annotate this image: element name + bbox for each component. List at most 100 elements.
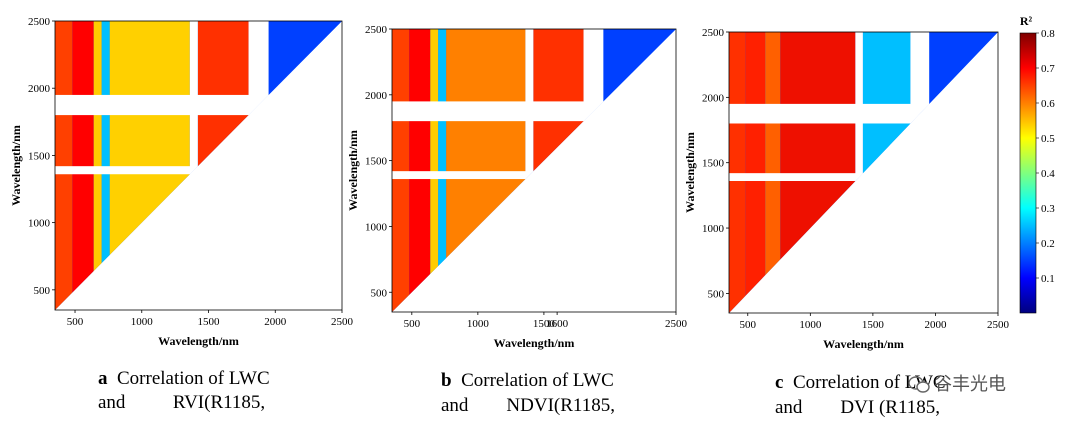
heatmap-band-3 bbox=[780, 32, 856, 313]
heatmap-band-4 bbox=[446, 29, 526, 312]
heatmap-cells bbox=[392, 29, 676, 312]
x-tick-label-1: 1000 bbox=[131, 316, 154, 328]
gap-column-1 bbox=[248, 21, 269, 310]
colorbar-tick-label-5: 0.6 bbox=[1041, 98, 1055, 110]
gap-row-0 bbox=[55, 166, 342, 175]
colorbar-tick-label-4: 0.5 bbox=[1041, 133, 1055, 145]
heatmap-band-0 bbox=[729, 32, 746, 313]
x-tick-label-0: 500 bbox=[67, 316, 84, 328]
y-tick-label-4: 2500 bbox=[28, 16, 51, 28]
heatmap-band-5 bbox=[197, 21, 249, 310]
x-tick-label-4: 2500 bbox=[665, 318, 688, 330]
x-tick-label-2: 1500 bbox=[198, 316, 221, 328]
x-tick-label-2: 1500 bbox=[533, 318, 556, 330]
y-tick-label-2: 1500 bbox=[702, 158, 725, 170]
gap-row-0 bbox=[729, 173, 998, 181]
y-tick-label-3: 2000 bbox=[28, 83, 51, 95]
heatmap-band-0 bbox=[392, 29, 410, 312]
colorbar-tick-label-1: 0.2 bbox=[1041, 238, 1055, 250]
heatmap-band-5 bbox=[929, 32, 998, 313]
colorbar-tick-label-7: 0.8 bbox=[1041, 28, 1055, 40]
colorbar-tick-label-6: 0.7 bbox=[1041, 63, 1055, 75]
x-tick-label-1: 1000 bbox=[799, 319, 822, 331]
heatmap-band-2 bbox=[93, 21, 102, 310]
x-tick-label-3: 1600 bbox=[546, 318, 569, 330]
gap-row-1 bbox=[392, 101, 676, 122]
y-axis-label: Wavelength/nm bbox=[683, 132, 697, 213]
heatmap-band-5 bbox=[533, 29, 584, 312]
caption-a: a Correlation of LWC bbox=[98, 368, 270, 390]
y-axis-label: Wavelength/nm bbox=[9, 125, 23, 206]
y-tick-label-3: 2000 bbox=[365, 90, 388, 102]
caption-b: b Correlation of LWC bbox=[441, 370, 614, 392]
x-axis-label: Wavelength/nm bbox=[158, 334, 239, 348]
heatmap-band-1 bbox=[72, 21, 94, 310]
heatmap-band-3 bbox=[101, 21, 110, 310]
gap-column-0 bbox=[189, 21, 198, 310]
colorbar-label: R² bbox=[1020, 14, 1033, 28]
y-tick-label-0: 500 bbox=[34, 285, 51, 297]
watermark: 谷丰光电 bbox=[908, 370, 1006, 396]
heatmap-band-2 bbox=[765, 32, 781, 313]
colorbar-tick-label-3: 0.4 bbox=[1041, 168, 1055, 180]
y-tick-label-1: 1000 bbox=[702, 223, 725, 235]
plot-frame bbox=[54, 20, 343, 311]
gap-column-0 bbox=[525, 29, 534, 312]
y-tick-label-2: 1500 bbox=[365, 156, 388, 168]
x-axis-label: Wavelength/nm bbox=[494, 336, 575, 350]
heatmap-cells bbox=[55, 21, 342, 310]
heatmap-band-4 bbox=[862, 32, 911, 313]
y-tick-label-3: 2000 bbox=[702, 92, 725, 104]
watermark-text: 谷丰光电 bbox=[934, 374, 1006, 395]
y-tick-label-0: 500 bbox=[708, 288, 725, 300]
x-tick-label-2: 1500 bbox=[862, 319, 885, 331]
y-tick-label-2: 1500 bbox=[28, 150, 51, 162]
colorbar-gradient bbox=[1019, 32, 1037, 314]
heatmap-band-2 bbox=[430, 29, 439, 312]
caption-b-letter: b bbox=[441, 370, 452, 391]
caption-b-line1: Correlation of LWC bbox=[461, 370, 614, 391]
gap-column-0 bbox=[855, 32, 863, 313]
heatmap-band-4 bbox=[109, 21, 190, 310]
y-tick-label-1: 1000 bbox=[28, 218, 51, 230]
x-tick-label-0: 500 bbox=[404, 318, 421, 330]
caption-c-line2: and DVI (R1185, bbox=[775, 397, 940, 418]
y-tick-label-4: 2500 bbox=[365, 24, 388, 36]
plot-frame bbox=[391, 28, 677, 313]
heatmap-panel-a: 500 1000 1500 2000 2500 500 1000 1500 2000 2500 Wa… bbox=[9, 16, 354, 348]
x-tick-label-3: 2000 bbox=[264, 316, 287, 328]
gap-column-1 bbox=[910, 32, 930, 313]
heatmap-band-6 bbox=[268, 21, 342, 310]
heatmap-panel-c: 500 1000 1500 2000 2500 500 1000 1500 2000 2500 Wa… bbox=[683, 27, 1010, 351]
x-tick-label-1: 1000 bbox=[467, 318, 490, 330]
caption-c-letter: c bbox=[775, 372, 784, 393]
x-tick-label-3: 2000 bbox=[924, 319, 947, 331]
y-tick-label-0: 500 bbox=[371, 287, 388, 299]
colorbar-tick-label-0: 0.1 bbox=[1041, 273, 1055, 285]
gap-row-0 bbox=[392, 171, 676, 180]
gap-row-1 bbox=[729, 103, 998, 124]
heatmap-band-3 bbox=[438, 29, 447, 312]
wechat-icon bbox=[908, 376, 930, 393]
heatmap-band-6 bbox=[603, 29, 676, 312]
heatmap-band-1 bbox=[409, 29, 431, 312]
x-tick-label-4: 2500 bbox=[331, 316, 354, 328]
colorbar-tick-label-2: 0.3 bbox=[1041, 203, 1055, 215]
caption-a-line1: Correlation of LWC bbox=[117, 368, 270, 389]
caption-b-line2: and NDVI(R1185, bbox=[441, 395, 615, 416]
gap-row-1 bbox=[55, 94, 342, 116]
colorbar: 0.1 0.2 0.3 0.4 0.5 0.6 0.7 0.8 R² bbox=[1019, 14, 1055, 314]
y-axis-label: Wavelength/nm bbox=[346, 130, 360, 211]
caption-a-letter: a bbox=[98, 368, 108, 389]
heatmap-band-1 bbox=[745, 32, 766, 313]
x-tick-label-0: 500 bbox=[740, 319, 757, 331]
x-tick-label-4: 2500 bbox=[987, 319, 1010, 331]
y-tick-label-1: 1000 bbox=[365, 221, 388, 233]
heatmap-band-0 bbox=[55, 21, 73, 310]
caption-a-line2: and RVI(R1185, bbox=[98, 392, 266, 413]
gap-column-1 bbox=[583, 29, 604, 312]
heatmap-cells bbox=[729, 32, 998, 313]
x-axis-label: Wavelength/nm bbox=[823, 337, 904, 351]
